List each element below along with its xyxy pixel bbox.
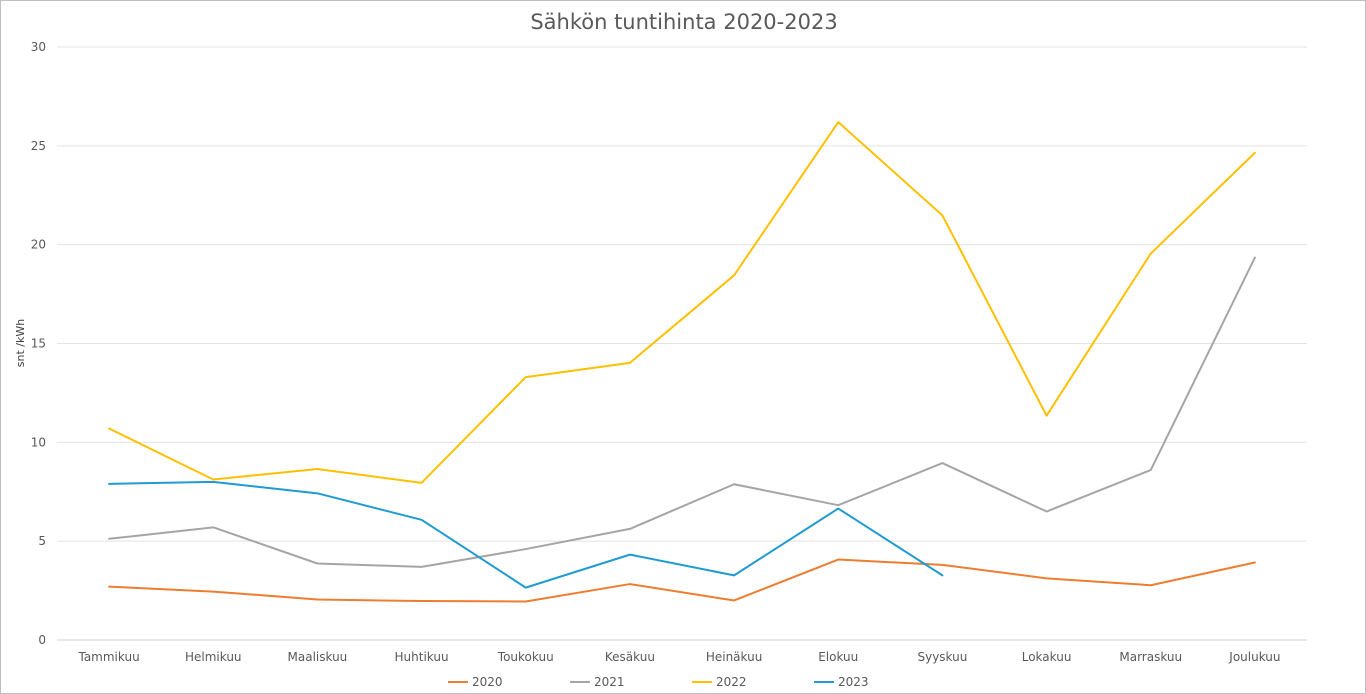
y-tick-label: 10 [31,435,46,449]
legend-label-2020: 2020 [472,675,503,689]
y-axis-label: snt /kWh [14,319,27,367]
series-line-2022 [108,121,1256,484]
y-tick-label: 25 [31,139,46,153]
chart-title: Sähkön tuntihinta 2020-2023 [530,10,837,34]
gridlines [57,46,1307,641]
x-tick-label: Huhtikuu [395,650,449,664]
series-line-2021 [108,256,1256,568]
x-tick-label: Lokakuu [1022,650,1072,664]
legend-label-2022: 2022 [716,675,747,689]
x-tick-label: Kesäkuu [605,650,655,664]
y-tick-labels: 0 5 10 15 20 25 30 [31,40,46,647]
y-tick-label: 30 [31,40,46,54]
legend-label-2023: 2023 [838,675,869,689]
series-lines [108,121,1256,603]
x-tick-label: Toukokuu [497,650,554,664]
x-tick-label: Syyskuu [917,650,967,664]
legend: 2020 2021 2022 2023 [448,675,869,689]
series-line-2023 [108,480,944,589]
x-tick-label: Tammikuu [77,650,139,664]
x-tick-label: Elokuu [818,650,858,664]
x-tick-label: Maaliskuu [288,650,348,664]
x-tick-label: Marraskuu [1119,650,1182,664]
x-tick-label: Joulukuu [1228,650,1280,664]
y-tick-label: 20 [31,238,46,252]
x-tick-label: Helmikuu [185,650,242,664]
legend-label-2021: 2021 [594,675,625,689]
y-tick-label: 15 [31,337,46,351]
x-tick-labels: Tammikuu Helmikuu Maaliskuu Huhtikuu Toukoku… [77,650,1280,664]
y-tick-label: 5 [38,534,46,548]
series-line-2020 [108,558,1256,603]
x-tick-label: Heinäkuu [706,650,763,664]
y-tick-label: 0 [38,633,46,647]
